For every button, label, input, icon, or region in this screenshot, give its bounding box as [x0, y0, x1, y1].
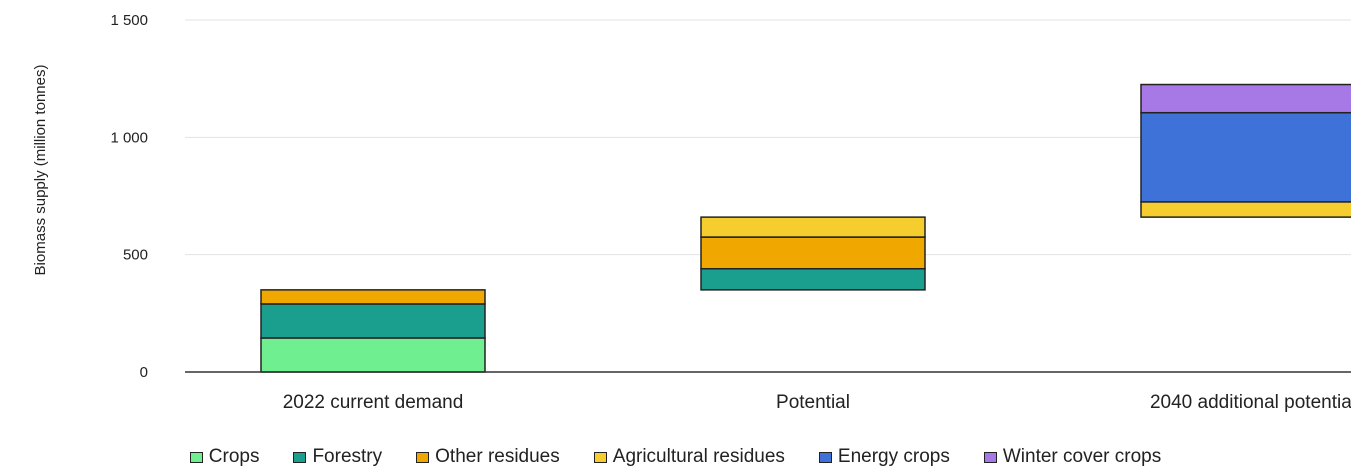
- bar-segment: [260, 289, 486, 305]
- legend-item: Energy crops: [818, 446, 950, 468]
- legend-swatch: [593, 451, 607, 463]
- y-axis-label: Biomass supply (million tonnes): [32, 65, 49, 276]
- legend-label: Winter cover crops: [1002, 446, 1162, 467]
- bar-segment: [1140, 111, 1351, 203]
- legend-swatch: [189, 451, 203, 463]
- legend-label: Forestry: [312, 446, 383, 467]
- bar-segment: [700, 236, 926, 270]
- legend-item: Agricultural residues: [593, 446, 785, 468]
- x-tick-label: Potential: [776, 392, 850, 413]
- legend-label: Energy crops: [837, 446, 950, 467]
- legend-item: Forestry: [293, 446, 382, 468]
- legend-label: Other residues: [435, 446, 560, 467]
- legend-swatch: [818, 451, 832, 463]
- chart: 0 500 1 000 1 500 2022 current demand Potent…: [32, 12, 1351, 413]
- x-tick-labels: 2022 current demand Potential 2040 additio…: [283, 392, 1351, 413]
- legend-label: Crops: [208, 446, 260, 467]
- legend-item: Crops: [189, 446, 260, 468]
- bar-segment: [1140, 201, 1351, 218]
- y-tick-label: 500: [123, 247, 148, 264]
- bars: [260, 83, 1351, 373]
- x-tick-label: 2040 additional potential: [1150, 392, 1351, 413]
- bar-segment: [260, 337, 486, 373]
- legend-swatch: [416, 451, 430, 463]
- bar-segment: [1140, 83, 1351, 114]
- y-tick-label: 1 500: [110, 12, 148, 29]
- bar-segment: [700, 216, 926, 238]
- y-tick-labels: 0 500 1 000 1 500: [110, 12, 148, 381]
- bar-segment: [260, 303, 486, 339]
- legend: Crops Forestry Other residues Agricultural …: [0, 444, 1351, 470]
- y-tick-label: 1 000: [110, 129, 148, 146]
- bar-segment: [700, 267, 926, 291]
- y-tick-label: 0: [140, 364, 148, 381]
- x-tick-label: 2022 current demand: [283, 392, 464, 413]
- legend-label: Agricultural residues: [612, 446, 785, 467]
- legend-swatch: [983, 451, 997, 463]
- legend-item: Other residues: [416, 446, 560, 468]
- legend-item: Winter cover crops: [983, 446, 1162, 468]
- legend-swatch: [293, 451, 307, 463]
